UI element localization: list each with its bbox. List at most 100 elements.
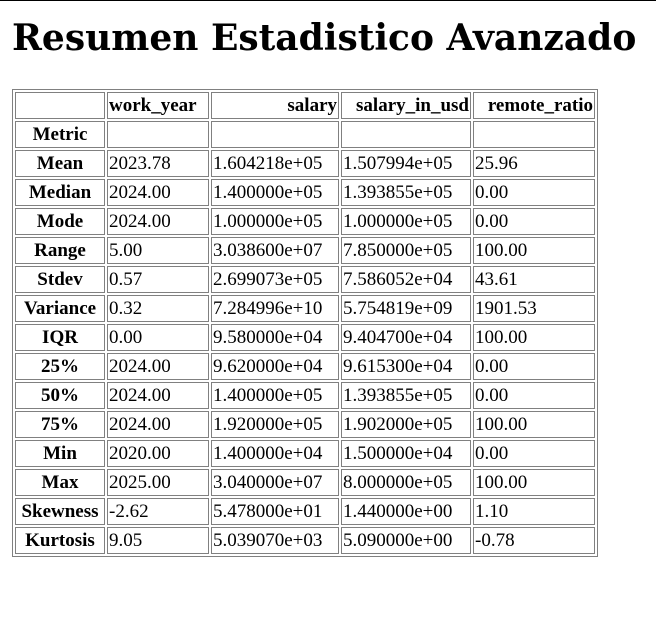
table-cell-salary-in-usd: 9.615300e+04 bbox=[341, 353, 471, 380]
empty-header-cell bbox=[341, 121, 471, 148]
table-cell-work-year: 2024.00 bbox=[107, 208, 209, 235]
row-label-metric: Kurtosis bbox=[15, 527, 105, 554]
table-cell-work-year: 2023.78 bbox=[107, 150, 209, 177]
table-row: Stdev 0.57 2.699073e+05 7.586052e+04 43.61 bbox=[15, 266, 595, 293]
table-cell-salary-in-usd: 1.393855e+05 bbox=[341, 179, 471, 206]
table-row: Range 5.00 3.038600e+07 7.850000e+05 100.00 bbox=[15, 237, 595, 264]
table-cell-salary: 5.478000e+01 bbox=[211, 498, 339, 525]
table-row: Mode 2024.00 1.000000e+05 1.000000e+05 0.00 bbox=[15, 208, 595, 235]
table-row: 50% 2024.00 1.400000e+05 1.393855e+05 0.00 bbox=[15, 382, 595, 409]
table-cell-remote-ratio: 0.00 bbox=[473, 208, 595, 235]
row-label-metric: Median bbox=[15, 179, 105, 206]
table-cell-salary: 2.699073e+05 bbox=[211, 266, 339, 293]
table-row: Kurtosis 9.05 5.039070e+03 5.090000e+00 -0.7… bbox=[15, 527, 595, 554]
table-cell-work-year: 0.00 bbox=[107, 324, 209, 351]
table-row: Mean 2023.78 1.604218e+05 1.507994e+05 25.96 bbox=[15, 150, 595, 177]
page-title: Resumen Estadistico Avanzado bbox=[12, 17, 637, 59]
index-name-row: Metric bbox=[15, 121, 595, 148]
corner-header-cell bbox=[15, 92, 105, 119]
table-cell-salary-in-usd: 1.393855e+05 bbox=[341, 382, 471, 409]
table-cell-work-year: 0.32 bbox=[107, 295, 209, 322]
empty-header-cell bbox=[107, 121, 209, 148]
table-cell-salary-in-usd: 7.850000e+05 bbox=[341, 237, 471, 264]
table-cell-salary-in-usd: 1.500000e+04 bbox=[341, 440, 471, 467]
table-cell-salary: 1.604218e+05 bbox=[211, 150, 339, 177]
table-cell-salary-in-usd: 5.754819e+09 bbox=[341, 295, 471, 322]
column-header-salary-in-usd: salary_in_usd bbox=[341, 92, 471, 119]
table-cell-work-year: 2024.00 bbox=[107, 179, 209, 206]
column-header-salary: salary bbox=[211, 92, 339, 119]
table-cell-salary: 1.400000e+05 bbox=[211, 179, 339, 206]
table-cell-salary: 3.040000e+07 bbox=[211, 469, 339, 496]
row-label-metric: 25% bbox=[15, 353, 105, 380]
table-cell-remote-ratio: 0.00 bbox=[473, 440, 595, 467]
table-cell-remote-ratio: 100.00 bbox=[473, 237, 595, 264]
table-row: 75% 2024.00 1.920000e+05 1.902000e+05 100.00 bbox=[15, 411, 595, 438]
table-cell-work-year: -2.62 bbox=[107, 498, 209, 525]
table-cell-remote-ratio: 0.00 bbox=[473, 353, 595, 380]
table-cell-salary-in-usd: 8.000000e+05 bbox=[341, 469, 471, 496]
table-cell-remote-ratio: 0.00 bbox=[473, 179, 595, 206]
table-cell-salary: 1.920000e+05 bbox=[211, 411, 339, 438]
table-cell-work-year: 2024.00 bbox=[107, 411, 209, 438]
table-cell-remote-ratio: 100.00 bbox=[473, 469, 595, 496]
table-cell-remote-ratio: 0.00 bbox=[473, 382, 595, 409]
table-row: 25% 2024.00 9.620000e+04 9.615300e+04 0.00 bbox=[15, 353, 595, 380]
table-body: Mean 2023.78 1.604218e+05 1.507994e+05 25.96… bbox=[15, 150, 595, 554]
table-cell-remote-ratio: 100.00 bbox=[473, 324, 595, 351]
index-name-header: Metric bbox=[15, 121, 105, 148]
table-row: Skewness -2.62 5.478000e+01 1.440000e+00 1.1… bbox=[15, 498, 595, 525]
table-cell-salary-in-usd: 1.902000e+05 bbox=[341, 411, 471, 438]
table-cell-salary: 7.284996e+10 bbox=[211, 295, 339, 322]
table-row: Max 2025.00 3.040000e+07 8.000000e+05 100.00 bbox=[15, 469, 595, 496]
row-label-metric: Max bbox=[15, 469, 105, 496]
table-cell-remote-ratio: 1.10 bbox=[473, 498, 595, 525]
table-cell-work-year: 0.57 bbox=[107, 266, 209, 293]
row-label-metric: Min bbox=[15, 440, 105, 467]
table-cell-salary-in-usd: 1.440000e+00 bbox=[341, 498, 471, 525]
table-cell-salary: 5.039070e+03 bbox=[211, 527, 339, 554]
row-label-metric: 75% bbox=[15, 411, 105, 438]
table-row: Variance 0.32 7.284996e+10 5.754819e+09 1901… bbox=[15, 295, 595, 322]
row-label-metric: 50% bbox=[15, 382, 105, 409]
table-row: IQR 0.00 9.580000e+04 9.404700e+04 100.00 bbox=[15, 324, 595, 351]
empty-header-cell bbox=[473, 121, 595, 148]
empty-header-cell bbox=[211, 121, 339, 148]
statistics-table: work_year salary salary_in_usd remote_ra… bbox=[12, 89, 598, 557]
table-cell-remote-ratio: 25.96 bbox=[473, 150, 595, 177]
row-label-metric: Mean bbox=[15, 150, 105, 177]
table-cell-work-year: 2024.00 bbox=[107, 353, 209, 380]
table-row: Min 2020.00 1.400000e+04 1.500000e+04 0.00 bbox=[15, 440, 595, 467]
table-cell-work-year: 9.05 bbox=[107, 527, 209, 554]
table-row: Median 2024.00 1.400000e+05 1.393855e+05 0.0… bbox=[15, 179, 595, 206]
table-cell-salary-in-usd: 5.090000e+00 bbox=[341, 527, 471, 554]
table-cell-remote-ratio: -0.78 bbox=[473, 527, 595, 554]
row-label-metric: IQR bbox=[15, 324, 105, 351]
table-cell-salary-in-usd: 9.404700e+04 bbox=[341, 324, 471, 351]
table-cell-work-year: 2020.00 bbox=[107, 440, 209, 467]
table-cell-salary: 1.400000e+05 bbox=[211, 382, 339, 409]
table-cell-salary: 1.400000e+04 bbox=[211, 440, 339, 467]
table-cell-salary: 1.000000e+05 bbox=[211, 208, 339, 235]
table-cell-remote-ratio: 43.61 bbox=[473, 266, 595, 293]
table-cell-remote-ratio: 1901.53 bbox=[473, 295, 595, 322]
row-label-metric: Range bbox=[15, 237, 105, 264]
table-cell-remote-ratio: 100.00 bbox=[473, 411, 595, 438]
table-cell-work-year: 2025.00 bbox=[107, 469, 209, 496]
row-label-metric: Variance bbox=[15, 295, 105, 322]
table-cell-work-year: 5.00 bbox=[107, 237, 209, 264]
column-header-row: work_year salary salary_in_usd remote_ra… bbox=[15, 92, 595, 119]
table-cell-salary: 9.620000e+04 bbox=[211, 353, 339, 380]
row-label-metric: Mode bbox=[15, 208, 105, 235]
table-cell-salary: 3.038600e+07 bbox=[211, 237, 339, 264]
table-cell-work-year: 2024.00 bbox=[107, 382, 209, 409]
row-label-metric: Skewness bbox=[15, 498, 105, 525]
table-cell-salary-in-usd: 1.000000e+05 bbox=[341, 208, 471, 235]
column-header-work-year: work_year bbox=[107, 92, 209, 119]
table-cell-salary-in-usd: 7.586052e+04 bbox=[341, 266, 471, 293]
column-header-remote-ratio: remote_ratio bbox=[473, 92, 595, 119]
table-cell-salary-in-usd: 1.507994e+05 bbox=[341, 150, 471, 177]
table-cell-salary: 9.580000e+04 bbox=[211, 324, 339, 351]
row-label-metric: Stdev bbox=[15, 266, 105, 293]
top-divider bbox=[0, 0, 656, 1]
